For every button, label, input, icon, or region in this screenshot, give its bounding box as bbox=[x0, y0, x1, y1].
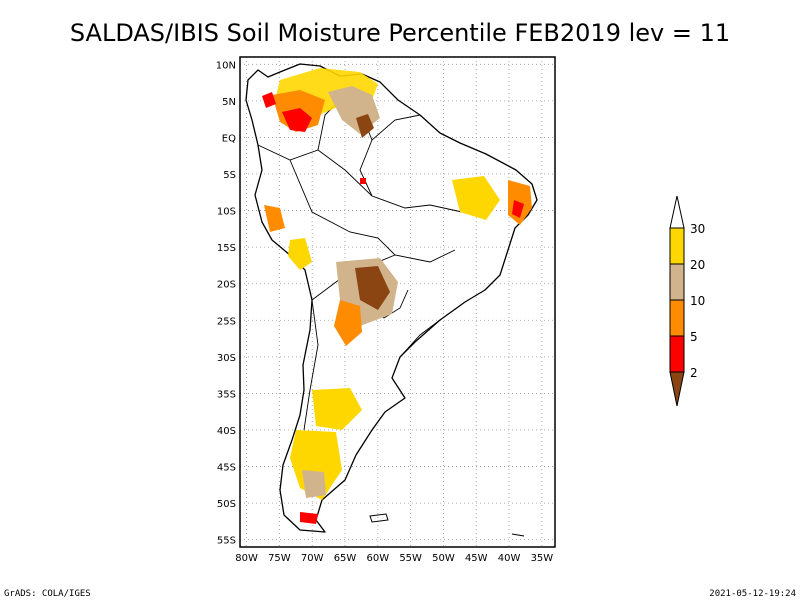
legend-label-10: 10 bbox=[690, 294, 705, 308]
legend-label-5: 5 bbox=[690, 330, 698, 344]
patch-central-red bbox=[360, 178, 366, 184]
lat-tick-label: 20S bbox=[217, 280, 236, 291]
colorbar-top-triangle bbox=[669, 195, 685, 229]
patch-northeast-red bbox=[512, 200, 524, 218]
patch-venezuela-brown bbox=[356, 114, 374, 138]
lat-tick-label: 35S bbox=[217, 389, 236, 400]
lon-tick-label: 35W bbox=[531, 553, 554, 564]
lat-tick-label: 40S bbox=[217, 426, 236, 437]
patch-east-brazil-yellow bbox=[452, 176, 500, 220]
falklands-outline bbox=[369, 513, 389, 523]
lat-tick-label: 25S bbox=[217, 316, 236, 327]
lat-tick-label: 50S bbox=[217, 499, 236, 510]
lon-tick-label: 45W bbox=[465, 553, 488, 564]
map-panel bbox=[239, 56, 556, 548]
colorbar-box-5-10 bbox=[669, 299, 685, 337]
footer-timestamp: 2021-05-12-19:24 bbox=[709, 589, 796, 599]
legend-label-30: 30 bbox=[690, 222, 705, 236]
latitude-labels: 10N 5N EQ 5S 10S 15S 20S 25S 30S 35S 40S 45S 50S 55S bbox=[216, 60, 236, 546]
lon-tick-label: 55W bbox=[399, 553, 422, 564]
lat-tick-label: 55S bbox=[217, 536, 236, 547]
patch-patagonia-tan bbox=[302, 470, 326, 498]
patch-andes-yellow bbox=[288, 238, 312, 270]
map-title: SALDAS/IBIS Soil Moisture Percentile FEB… bbox=[70, 19, 730, 47]
south-america-coastline bbox=[245, 63, 538, 533]
patch-chaco-orange bbox=[334, 300, 362, 346]
legend-label-20: 20 bbox=[690, 258, 705, 272]
patch-andes-orange bbox=[264, 205, 285, 232]
patch-patagonia-yellow bbox=[290, 430, 342, 500]
footer-credit: GrADS: COLA/IGES bbox=[4, 589, 91, 599]
colorbar-box-2-5 bbox=[669, 335, 685, 373]
south-georgia-outline bbox=[511, 533, 525, 537]
lat-tick-label: EQ bbox=[222, 133, 236, 144]
percentile-patches bbox=[262, 68, 532, 524]
lat-tick-label: 15S bbox=[217, 243, 236, 254]
lon-tick-label: 60W bbox=[367, 553, 390, 564]
lat-tick-label: 45S bbox=[217, 463, 236, 474]
lon-tick-label: 50W bbox=[432, 553, 455, 564]
patch-colombia-red bbox=[282, 108, 312, 132]
map-gridlines bbox=[240, 57, 555, 547]
colorbar: 30 20 10 5 2 bbox=[669, 195, 705, 407]
patch-argentina-yellow bbox=[312, 388, 362, 430]
map-background bbox=[240, 57, 555, 547]
map-frame bbox=[239, 56, 556, 548]
colorbar-box-10-20 bbox=[669, 263, 685, 301]
patch-northcoast-red bbox=[262, 92, 276, 108]
lon-tick-label: 40W bbox=[498, 553, 521, 564]
lon-tick-label: 70W bbox=[301, 553, 324, 564]
colorbar-bottom-triangle bbox=[669, 371, 685, 407]
colorbar-box-20-30 bbox=[669, 227, 685, 265]
lat-tick-label: 5S bbox=[223, 170, 236, 181]
patch-chaco-brown bbox=[355, 266, 390, 310]
lon-tick-label: 65W bbox=[334, 553, 357, 564]
lon-tick-label: 75W bbox=[268, 553, 291, 564]
lat-tick-label: 10S bbox=[217, 207, 236, 218]
legend-label-2: 2 bbox=[690, 366, 698, 380]
lon-tick-label: 80W bbox=[235, 553, 258, 564]
longitude-labels: 80W 75W 70W 65W 60W 55W 50W 45W 40W 35W bbox=[235, 553, 553, 564]
lat-tick-label: 10N bbox=[216, 60, 236, 71]
lat-tick-label: 30S bbox=[217, 353, 236, 364]
patch-tierra-del-fuego-red bbox=[300, 512, 318, 524]
lat-tick-label: 5N bbox=[222, 97, 236, 108]
